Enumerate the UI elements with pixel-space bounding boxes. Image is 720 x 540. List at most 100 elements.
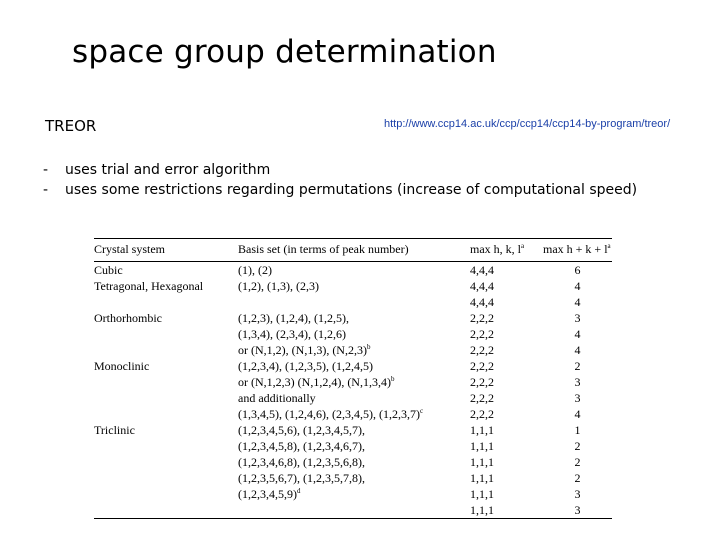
cell-basis-set: (1,2,3,4), (1,2,3,5), (1,2,4,5) (238, 358, 470, 374)
cell-basis-text: (1,2), (1,3), (2,3) (238, 279, 319, 293)
cell-basis-text: (1,2,3,5,6,7), (1,2,3,5,7,8), (238, 471, 365, 485)
table-bottom-rule (94, 518, 612, 519)
table-row: and additionally 2,2,2 3 (94, 390, 612, 406)
cell-max-hkl: 2,2,2 (470, 311, 494, 325)
cell-crystal-system (94, 486, 238, 502)
cell-max-sum: 3 (574, 375, 581, 389)
cell-crystal-system: Monoclinic (94, 359, 150, 373)
cell-max-hkl: 1,1,1 (470, 439, 494, 453)
table-row: (1,2,3,4,6,8), (1,2,3,5,6,8), 1,1,1 2 (94, 454, 612, 470)
bullet-text: uses trial and error algorithm (65, 162, 271, 178)
cell-basis-set: (1,3,4), (2,3,4), (1,2,6) (238, 326, 470, 342)
cell-max-sum: 2 (574, 359, 581, 373)
bullet-list: - uses trial and error algorithm - uses so… (43, 160, 637, 200)
cell-max-sum: 4 (574, 407, 581, 421)
cell-crystal-system: Tetragonal, Hexagonal (94, 279, 204, 293)
table-row: (1,2,3,4,5,9)d 1,1,1 3 (94, 486, 612, 502)
cell-basis-text: (1,2,3), (1,2,4), (1,2,5), (238, 311, 349, 325)
bullet-marker: - (43, 162, 49, 178)
cell-basis-set (238, 502, 470, 518)
cell-crystal-system: Cubic (94, 263, 123, 277)
slide-title: space group determination (72, 34, 497, 70)
cell-basis-set: (1,3,4,5), (1,2,4,6), (2,3,4,5), (1,2,3,… (238, 406, 470, 422)
cell-crystal-system (94, 406, 238, 422)
cell-basis-text: (1,3,4), (2,3,4), (1,2,6) (238, 327, 346, 341)
cell-crystal-system: Triclinic (94, 423, 135, 437)
table-row: 4,4,4 4 (94, 294, 612, 310)
table-row: 1,1,1 3 (94, 502, 612, 518)
cell-max-sum: 2 (574, 471, 581, 485)
cell-crystal-system (94, 502, 238, 518)
table-row: Triclinic (1,2,3,4,5,6), (1,2,3,4,5,7), 1,… (94, 422, 612, 438)
header-basis-set: Basis set (in terms of peak number) (238, 242, 409, 256)
cell-max-sum: 4 (574, 295, 581, 309)
cell-basis-text: (1,2,3,4,6,8), (1,2,3,5,6,8), (238, 455, 365, 469)
cell-max-sum: 4 (574, 279, 581, 293)
program-name: TREOR (45, 117, 97, 135)
cell-basis-set: (1,2,3,5,6,7), (1,2,3,5,7,8), (238, 470, 470, 486)
table-row: Monoclinic (1,2,3,4), (1,2,3,5), (1,2,4,5… (94, 358, 612, 374)
cell-basis-set: (1,2,3), (1,2,4), (1,2,5), (238, 310, 470, 326)
header-max-sum: max h + k + la (543, 239, 612, 261)
cell-crystal-system (94, 438, 238, 454)
cell-max-hkl: 1,1,1 (470, 487, 494, 501)
cell-max-sum: 1 (574, 423, 581, 437)
cell-basis-set: (1,2,3,4,5,6), (1,2,3,4,5,7), (238, 422, 470, 438)
cell-max-hkl: 1,1,1 (470, 423, 494, 437)
header-max-hkl-footnote: a (521, 242, 525, 250)
cell-basis-text: or (N,1,2,3) (N,1,2,4), (N,1,3,4) (238, 375, 391, 389)
cell-max-sum: 4 (574, 327, 581, 341)
program-url-link[interactable]: http://www.ccp14.ac.uk/ccp/ccp14/ccp14-b… (384, 118, 671, 130)
cell-basis-set: or (N,1,2), (N,1,3), (N,2,3)b (238, 342, 470, 358)
cell-basis-footnote: b (366, 343, 371, 351)
cell-basis-set: and additionally (238, 390, 470, 406)
table-body: Cubic (1), (2) 4,4,4 6 Tetragonal, Hexagonal… (94, 262, 612, 518)
cell-crystal-system (94, 470, 238, 486)
bullet-item: - uses trial and error algorithm (43, 160, 637, 180)
table-row: or (N,1,2,3) (N,1,2,4), (N,1,3,4)b 2,2,2 3 (94, 374, 612, 390)
cell-basis-text: or (N,1,2), (N,1,3), (N,2,3) (238, 343, 367, 357)
header-max-sum-text: max h + k + l (543, 242, 608, 256)
cell-max-hkl: 2,2,2 (470, 407, 494, 421)
cell-crystal-system (94, 390, 238, 406)
cell-basis-text: (1,2,3,4,5,9) (238, 487, 297, 501)
table-row: Orthorhombic (1,2,3), (1,2,4), (1,2,5), 2,… (94, 310, 612, 326)
cell-max-hkl: 2,2,2 (470, 327, 494, 341)
table-row: Tetragonal, Hexagonal (1,2), (1,3), (2,3)… (94, 278, 612, 294)
cell-basis-text: (1,3,4,5), (1,2,4,6), (2,3,4,5), (1,2,3,… (238, 407, 420, 421)
cell-crystal-system (94, 326, 238, 342)
table-header-row: Crystal system Basis set (in terms of pe… (94, 239, 612, 261)
cell-max-sum: 3 (574, 487, 581, 501)
cell-max-hkl: 1,1,1 (470, 455, 494, 469)
cell-basis-footnote: b (390, 375, 395, 383)
cell-max-sum: 3 (574, 311, 581, 325)
header-max-hkl: max h, k, la (470, 239, 543, 261)
cell-basis-set: (1,2,3,4,5,9)d (238, 486, 470, 502)
cell-max-sum: 2 (574, 439, 581, 453)
cell-basis-set: (1,2,3,4,5,8), (1,2,3,4,6,7), (238, 438, 470, 454)
cell-basis-set: (1,2), (1,3), (2,3) (238, 278, 470, 294)
cell-max-hkl: 4,4,4 (470, 295, 494, 309)
cell-basis-text: (1,2,3,4,5,6), (1,2,3,4,5,7), (238, 423, 365, 437)
cell-max-hkl: 2,2,2 (470, 359, 494, 373)
cell-max-sum: 6 (574, 263, 581, 277)
cell-basis-text: and additionally (238, 391, 316, 405)
cell-max-hkl: 4,4,4 (470, 263, 494, 277)
table-row: or (N,1,2), (N,1,3), (N,2,3)b 2,2,2 4 (94, 342, 612, 358)
cell-max-hkl: 1,1,1 (470, 503, 494, 517)
bullet-marker: - (43, 182, 49, 198)
cell-max-hkl: 2,2,2 (470, 343, 494, 357)
cell-max-sum: 4 (574, 343, 581, 357)
bullet-text: uses some restrictions regarding permuta… (65, 182, 638, 198)
bullet-item: - uses some restrictions regarding permut… (43, 180, 637, 200)
cell-crystal-system (94, 454, 238, 470)
table-row: Cubic (1), (2) 4,4,4 6 (94, 262, 612, 278)
cell-max-hkl: 1,1,1 (470, 471, 494, 485)
table-top-rule (94, 238, 612, 239)
cell-basis-set: (1), (2) (238, 262, 470, 278)
cell-crystal-system (94, 294, 238, 310)
cell-max-sum: 3 (574, 391, 581, 405)
basis-set-table: Crystal system Basis set (in terms of pe… (94, 238, 612, 519)
cell-basis-set: or (N,1,2,3) (N,1,2,4), (N,1,3,4)b (238, 374, 470, 390)
header-max-sum-footnote: a (607, 242, 611, 250)
